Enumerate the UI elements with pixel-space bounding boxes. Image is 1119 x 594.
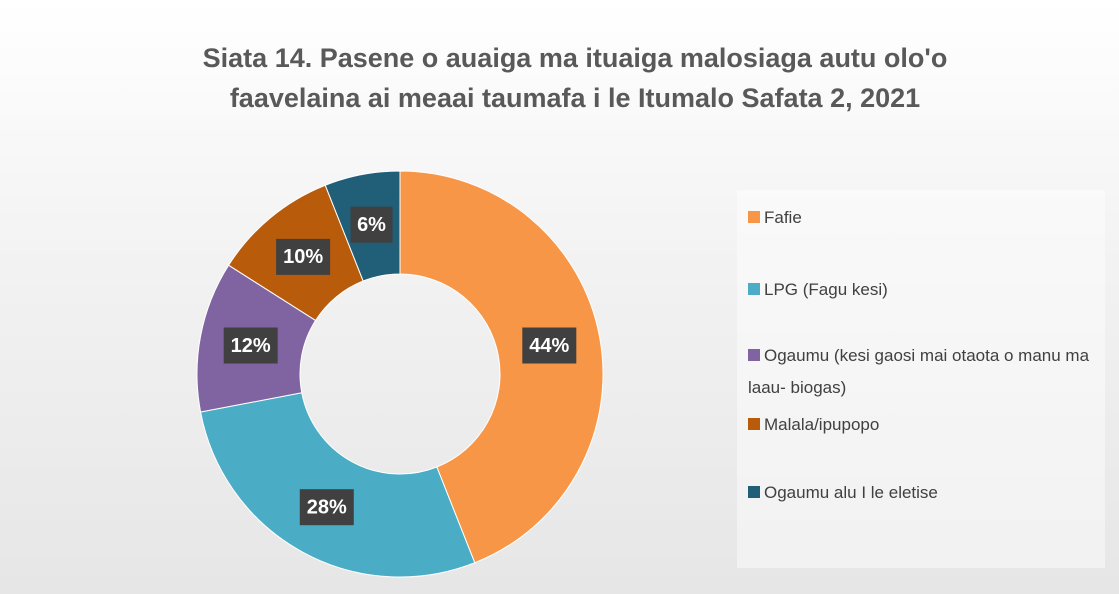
chart-title: Siata 14. Pasene o auaiga ma ituaiga mal… xyxy=(202,43,948,113)
data-label-box xyxy=(350,206,393,243)
donut-slice xyxy=(399,170,604,564)
legend-swatch xyxy=(748,211,760,223)
data-label-box xyxy=(276,238,331,275)
data-label-box xyxy=(223,327,278,364)
legend-label: Malala/ipupopo xyxy=(764,415,880,434)
legend-entry: Ogaumu alu I le eletise xyxy=(748,477,1093,509)
data-label: 12% xyxy=(231,335,271,357)
legend-entry: Fafie xyxy=(748,202,1093,234)
data-label-box xyxy=(299,489,354,526)
legend-label: Ogaumu (kesi gaosi mai otaota o manu ma … xyxy=(748,346,1090,397)
legend-entry: Malala/ipupopo xyxy=(748,409,1093,441)
data-label: 28% xyxy=(307,496,347,518)
legend-swatch xyxy=(748,349,760,361)
legend-label: Fafie xyxy=(764,208,802,227)
data-label-box xyxy=(522,327,577,364)
data-label: 10% xyxy=(283,246,323,268)
legend-entry: Ogaumu (kesi gaosi mai otaota o manu ma … xyxy=(748,340,1093,404)
legend-swatch xyxy=(748,486,760,498)
donut-slice xyxy=(200,392,476,578)
legend xyxy=(737,190,1105,568)
data-label: 6% xyxy=(357,214,386,236)
legend-label: Ogaumu alu I le eletise xyxy=(764,483,938,502)
legend-swatch xyxy=(748,418,760,430)
legend-entry: LPG (Fagu kesi) xyxy=(748,274,1093,306)
legend-swatch xyxy=(748,283,760,295)
data-label: 44% xyxy=(529,335,569,357)
legend-label: LPG (Fagu kesi) xyxy=(764,280,888,299)
